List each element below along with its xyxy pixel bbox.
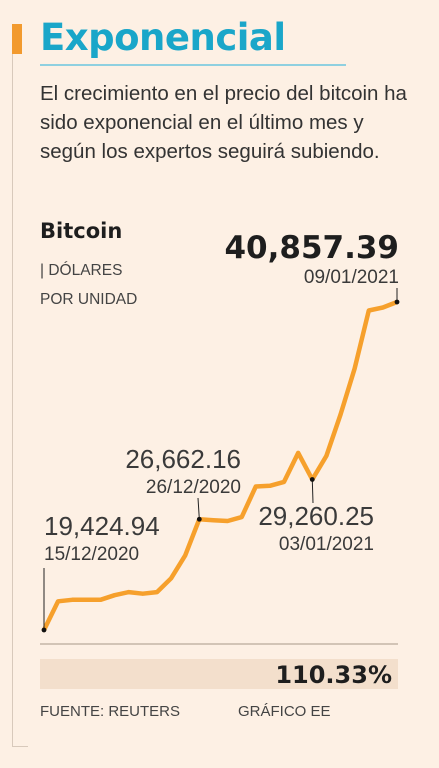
annotation-leader-3 — [311, 479, 314, 504]
annotation-leader-2 — [197, 497, 200, 520]
unit-label-line-2: POR UNIDAD — [40, 291, 138, 308]
left-frame-line — [12, 40, 13, 746]
data-label-value-3: 29,260.25 — [258, 501, 374, 531]
graphic-credit: GRÁFICO EE — [238, 703, 331, 720]
series-label: Bitcoin — [40, 219, 123, 243]
title-underline — [40, 64, 346, 66]
annotation-point-2 — [196, 516, 202, 522]
subtitle: El crecimiento en el precio del bitcoin … — [40, 82, 407, 163]
data-label-date-4: 09/01/2021 — [304, 267, 399, 288]
annotation-point-4 — [394, 299, 400, 305]
annotation-point-1 — [41, 627, 47, 633]
data-label-value-4: 40,857.39 — [224, 230, 399, 266]
data-label-value-2: 26,662.16 — [125, 444, 241, 474]
data-label-date-1: 15/12/2020 — [44, 544, 139, 565]
bottom-frame-line — [12, 746, 28, 747]
data-label-value-1: 19,424.94 — [44, 511, 160, 541]
unit-label-line-1: | DÓLARES — [40, 262, 123, 279]
source-note: FUENTE: REUTERS — [40, 703, 181, 720]
accent-bar — [12, 24, 22, 54]
data-label-date-2: 26/12/2020 — [146, 477, 241, 498]
annotation-point-3 — [309, 477, 315, 482]
change-percentage: 110.33% — [275, 661, 392, 689]
page-title: Exponencial — [40, 16, 286, 59]
data-label-date-3: 03/01/2021 — [279, 534, 374, 555]
series-line-bitcoin — [41, 299, 400, 633]
unit-label: | DÓLARES POR UNIDAD — [40, 256, 180, 314]
change-box: 110.33% — [40, 659, 398, 689]
